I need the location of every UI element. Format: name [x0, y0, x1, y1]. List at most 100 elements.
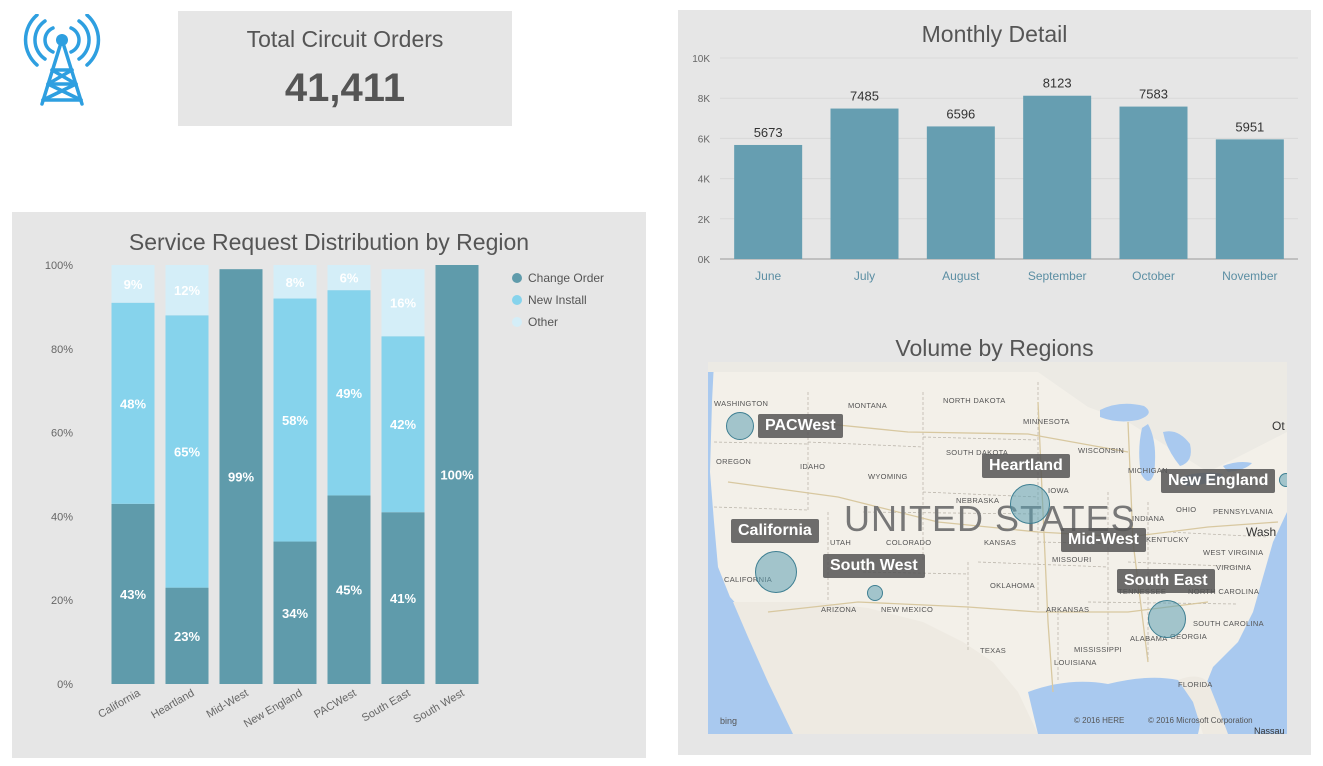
x-tick-label: Heartland [149, 687, 196, 721]
x-tick-label: June [755, 269, 781, 283]
kpi-title: Total Circuit Orders [246, 26, 444, 52]
data-label: 34% [282, 606, 308, 621]
region-bubble-heartland[interactable] [1010, 484, 1050, 524]
x-tick-label: August [942, 269, 980, 283]
distribution-chart-panel: Service Request Distribution by Region 0… [12, 212, 646, 758]
region-label-california[interactable]: California [731, 519, 819, 543]
y-tick-label: 2K [698, 215, 711, 226]
legend-marker-other [512, 317, 522, 327]
y-tick-label: 4K [698, 175, 711, 186]
data-label: 7583 [1139, 87, 1168, 102]
state-label: WASHINGTON [714, 399, 769, 408]
bar-other-california [111, 265, 155, 303]
bar-change-order-heartland [165, 587, 209, 684]
map-copyright-microsoft: © 2016 Microsoft Corporation [1148, 716, 1253, 725]
state-label: FLORIDA [1178, 680, 1213, 689]
monthly-chart-panel: Monthly Detail 0K 2K 4K 6K 8K 10K 5673 June 7485… [678, 10, 1311, 292]
state-label: INDIANA [1132, 514, 1165, 523]
region-label-pacwest[interactable]: PACWest [758, 414, 843, 438]
state-label: SOUTH CAROLINA [1193, 619, 1264, 628]
data-label: 7485 [850, 89, 879, 104]
map-view[interactable]: WASHINGTON MONTANA NORTH DAKOTA MINNESOT… [708, 362, 1287, 734]
data-label: 43% [120, 587, 146, 602]
monthly-chart: 0K 2K 4K 6K 8K 10K 5673 June 7485 July 6596 August 8… [692, 54, 1298, 283]
bar-new-install-california [111, 302, 155, 504]
data-label: 23% [174, 629, 200, 644]
region-bubble-california[interactable] [755, 551, 797, 593]
state-label: KANSAS [984, 538, 1017, 547]
data-label: 99% [228, 470, 254, 485]
data-label: 42% [390, 417, 416, 432]
data-label: 5673 [754, 125, 783, 140]
data-label: 16% [390, 296, 416, 311]
x-tick-label: South East [360, 687, 413, 724]
data-label: 65% [174, 444, 200, 459]
kpi-card: Total Circuit Orders 41,411 [178, 11, 512, 126]
state-label: NEW MEXICO [881, 605, 934, 614]
legend-label-new-install: New Install [528, 293, 587, 307]
x-tick-label: PACWest [312, 687, 358, 721]
x-tick-label: South West [411, 687, 466, 726]
state-label: TEXAS [980, 646, 1007, 655]
x-tick-label: New England [242, 687, 305, 730]
bar-november [1215, 139, 1284, 259]
bar-change-order-mid-west [219, 269, 263, 684]
state-label: COLORADO [886, 538, 932, 547]
x-tick-label: November [1222, 269, 1277, 283]
bar-change-order-pacwest [327, 495, 371, 684]
y-tick-label: 0% [57, 679, 73, 691]
y-tick-label: 60% [51, 428, 73, 440]
map-title: Volume by Regions [895, 335, 1094, 361]
region-label-south-east[interactable]: South East [1117, 569, 1215, 593]
state-label: CALIFORNIA [724, 575, 773, 584]
region-bubble-south-east[interactable] [1148, 600, 1186, 638]
region-label-south-west[interactable]: South West [823, 554, 925, 578]
y-tick-label: 10K [692, 54, 710, 65]
state-label: IOWA [1048, 486, 1069, 495]
data-label: 6% [340, 271, 359, 286]
y-tick-label: 8K [698, 94, 711, 105]
state-label: VIRGINIA [1216, 563, 1252, 572]
bar-change-order-new-england [273, 541, 317, 684]
x-tick-label: California [96, 687, 143, 721]
region-bubble-pacwest[interactable] [726, 412, 754, 440]
bar-july [830, 108, 899, 259]
bar-new-install-pacwest [327, 290, 371, 496]
state-label: MISSOURI [1052, 555, 1092, 564]
data-label: 45% [336, 583, 362, 598]
y-tick-label: 6K [698, 134, 711, 145]
map-panel: Volume by Regions [678, 292, 1311, 755]
bar-other-heartland [165, 265, 209, 316]
state-label: NORTH CAROLINA [1188, 587, 1260, 596]
region-label-heartland[interactable]: Heartland [982, 454, 1070, 478]
city-label: Ot [1272, 419, 1285, 433]
bar-change-order-south-west [435, 265, 479, 684]
bar-new-install-new-england [273, 298, 317, 542]
bar-other-south-east [381, 269, 425, 337]
legend-label-other: Other [528, 315, 558, 329]
x-tick-label: July [854, 269, 875, 283]
y-tick-label: 40% [51, 511, 73, 523]
region-bubble-new-england[interactable] [1279, 473, 1287, 487]
data-label: 9% [124, 277, 143, 292]
x-tick-label: Mid-West [204, 687, 250, 721]
region-label-new-england[interactable]: New England [1161, 469, 1276, 493]
radio-tower-logo [22, 13, 102, 108]
bar-other-pacwest [327, 265, 371, 291]
legend-label-change-order: Change Order [528, 271, 604, 285]
region-bubble-south-west[interactable] [867, 585, 883, 601]
state-label: ARIZONA [821, 605, 857, 614]
distribution-chart-title: Service Request Distribution by Region [128, 229, 530, 255]
region-label-mid-west[interactable]: Mid-West [1061, 528, 1146, 552]
bing-logo: bing [720, 716, 738, 726]
y-tick-label: 20% [51, 595, 73, 607]
state-label: WEST VIRGINIA [1203, 548, 1264, 557]
data-label: 5951 [1235, 119, 1264, 134]
radio-tower-icon [23, 13, 101, 106]
y-tick-label: 100% [45, 260, 73, 272]
bar-other-new-england [273, 265, 317, 299]
data-label: 12% [174, 283, 200, 298]
state-label: WYOMING [868, 472, 908, 481]
bar-new-install-heartland [165, 315, 209, 588]
state-label: OHIO [1176, 505, 1197, 514]
